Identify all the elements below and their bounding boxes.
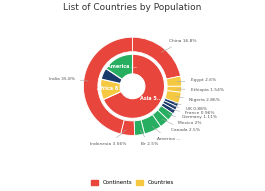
Wedge shape xyxy=(141,115,161,134)
Wedge shape xyxy=(161,103,175,114)
Text: UK 0.88%: UK 0.88% xyxy=(174,103,207,111)
Text: America ...: America ... xyxy=(152,126,180,141)
Wedge shape xyxy=(121,120,135,135)
Wedge shape xyxy=(167,86,182,92)
Text: Nigeria 2.86%: Nigeria 2.86% xyxy=(176,97,220,102)
Text: Asia 5...: Asia 5... xyxy=(140,96,162,101)
Wedge shape xyxy=(100,79,121,100)
Wedge shape xyxy=(165,91,181,103)
Title: List of Countries by Population: List of Countries by Population xyxy=(63,3,202,12)
Wedge shape xyxy=(158,106,173,120)
Wedge shape xyxy=(101,68,122,83)
Wedge shape xyxy=(134,120,144,135)
Text: Mexico 2%: Mexico 2% xyxy=(168,114,202,125)
Wedge shape xyxy=(103,54,165,118)
Wedge shape xyxy=(132,37,180,79)
Text: Egypt 2.6%: Egypt 2.6% xyxy=(177,78,216,82)
Wedge shape xyxy=(83,37,132,134)
Text: Germany 1.11%: Germany 1.11% xyxy=(171,109,217,119)
Text: China 16.8%: China 16.8% xyxy=(161,39,197,53)
Text: America ...: America ... xyxy=(107,64,137,69)
Wedge shape xyxy=(163,101,177,110)
Text: Indonesia 3.56%: Indonesia 3.56% xyxy=(90,130,127,146)
Text: Ethiopia 1.54%: Ethiopia 1.54% xyxy=(177,88,224,92)
Text: Br 2.5%: Br 2.5% xyxy=(140,130,158,146)
Text: Canada 2.5%: Canada 2.5% xyxy=(162,119,200,133)
Text: Africa 8...: Africa 8... xyxy=(97,86,124,91)
Legend: Continents, Countries: Continents, Countries xyxy=(89,178,176,188)
Wedge shape xyxy=(164,98,179,107)
Wedge shape xyxy=(152,110,168,126)
Text: France 0.96%: France 0.96% xyxy=(173,106,214,115)
Wedge shape xyxy=(166,76,182,86)
Text: India 35.8%: India 35.8% xyxy=(48,77,88,81)
Wedge shape xyxy=(106,54,132,79)
